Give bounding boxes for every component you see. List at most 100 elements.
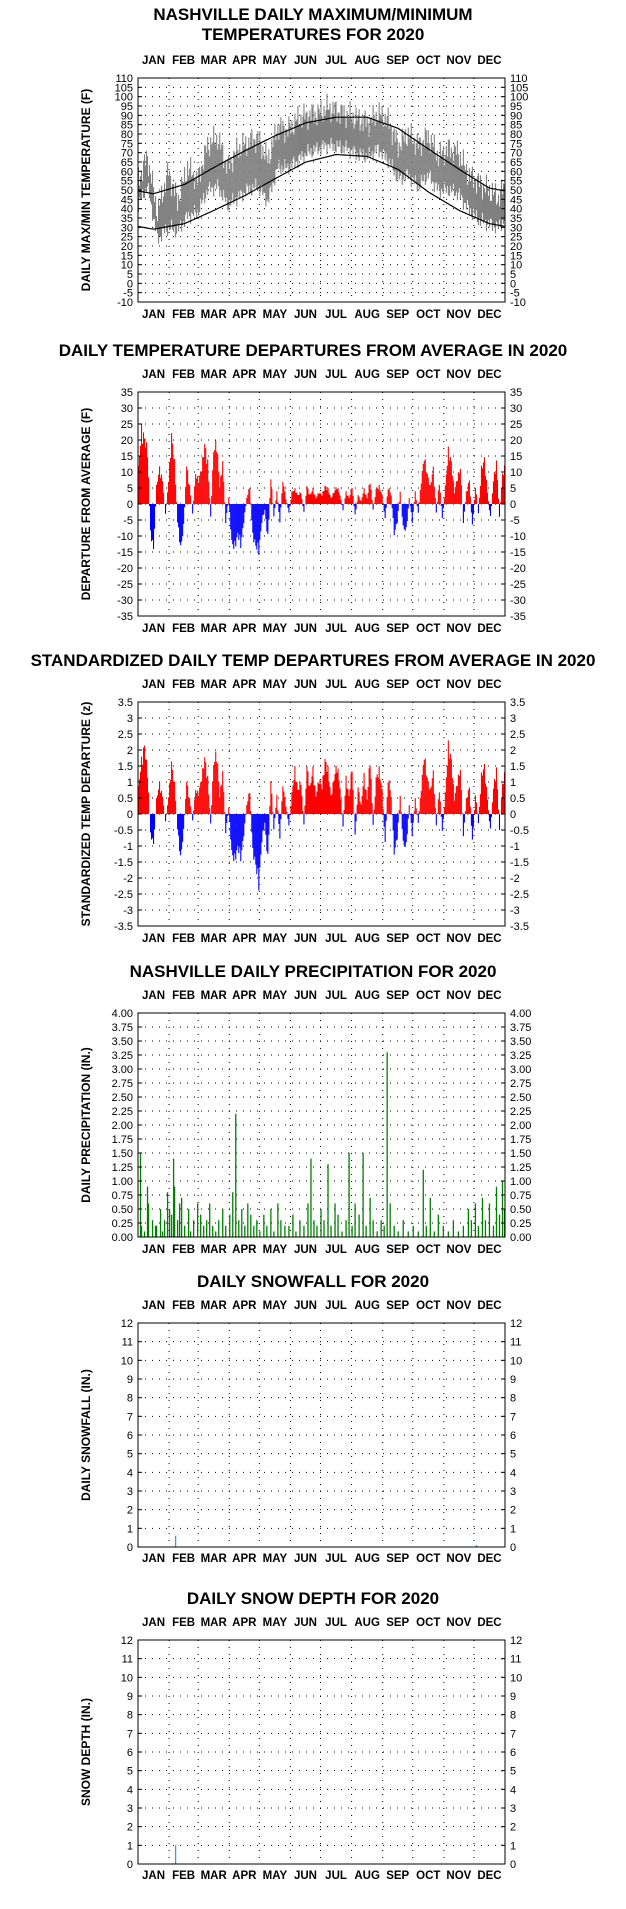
y-tick-label-right: 100 [510, 92, 528, 104]
y-tick-label-left: 0 [127, 809, 133, 821]
month-label-bottom: DEC [477, 933, 501, 945]
y-axis-label: SNOW DEPTH (IN.) [79, 1698, 93, 1806]
month-label-bottom: NOV [446, 623, 471, 635]
y-tick-label-left: 40 [121, 204, 133, 216]
y-axis-label: DAILY MAX/MIN TEMPERATURE (F) [79, 89, 93, 291]
y-tick-label-right: 35 [510, 213, 522, 225]
month-label-bottom: FEB [172, 623, 195, 635]
y-tick-label-left: -3 [123, 905, 133, 917]
y-tick-label-left: 1.25 [112, 1162, 133, 1174]
y-tick-label-right: 3.25 [510, 1050, 531, 1062]
month-label-bottom: AUG [354, 1244, 380, 1256]
month-label-bottom: DEC [477, 1244, 501, 1256]
chart-3: STANDARDIZED DAILY TEMP DEPARTURES FROM … [31, 651, 596, 945]
y-tick-label-right: 4.00 [510, 1008, 531, 1020]
y-tick-label-left: -1.5 [114, 857, 133, 869]
y-tick-label-right: -2.5 [510, 889, 529, 901]
y-tick-label-right: 5 [510, 269, 516, 281]
chart-title: DAILY SNOWFALL FOR 2020 [197, 1272, 429, 1291]
y-tick-label-left: 85 [121, 120, 133, 132]
y-tick-label-left: 2 [127, 745, 133, 757]
y-axis-label: DAILY PRECIPITATION (IN.) [79, 1047, 93, 1203]
y-tick-label-left: 70 [121, 148, 133, 160]
y-tick-label-left: 55 [121, 176, 133, 188]
normal-low-line [138, 153, 505, 230]
y-tick-label-right: 10 [510, 1672, 522, 1684]
month-label-bottom: APR [232, 1870, 257, 1882]
y-tick-label-right: 25 [510, 419, 522, 431]
y-tick-label-right: -3 [510, 905, 520, 917]
month-label-bottom: JUL [325, 309, 347, 321]
month-label-top: NOV [446, 1617, 471, 1629]
plot-frame [137, 1012, 506, 1238]
y-tick-label-left: 6 [127, 1747, 133, 1759]
y-tick-label-left: 1 [127, 1840, 133, 1852]
y-tick-label-left: 9 [127, 1374, 133, 1386]
month-label-top: OCT [416, 679, 440, 691]
month-label-bottom: JUL [325, 1553, 347, 1565]
y-tick-label-left: 1.5 [118, 761, 133, 773]
month-label-top: JAN [142, 679, 165, 691]
month-label-top: JUL [325, 1617, 347, 1629]
month-label-top: SEP [386, 1300, 409, 1312]
chart-title: STANDARDIZED DAILY TEMP DEPARTURES FROM … [31, 651, 596, 670]
y-tick-label-right: 3 [510, 713, 516, 725]
month-label-top: OCT [416, 990, 440, 1002]
month-label-top: JAN [142, 1617, 165, 1629]
month-label-top: APR [232, 990, 257, 1002]
y-tick-label-right: 11 [510, 1654, 521, 1666]
month-label-top: JAN [142, 369, 165, 381]
y-tick-label-right: 1 [510, 1523, 516, 1535]
month-label-top: MAY [263, 679, 288, 691]
y-tick-label-left: 15 [121, 451, 133, 463]
y-tick-label-right: 7 [510, 1411, 516, 1423]
month-label-bottom: OCT [416, 1553, 440, 1565]
normal-high-line [138, 116, 505, 195]
y-tick-label-right: 20 [510, 435, 522, 447]
y-tick-label-right: 9 [510, 1374, 516, 1386]
y-tick-label-left: 5 [127, 1449, 133, 1461]
month-label-top: JAN [142, 1300, 165, 1312]
month-label-top: MAY [263, 990, 288, 1002]
y-tick-label-right: 0 [510, 499, 516, 511]
y-tick-label-right: 1.25 [510, 1162, 531, 1174]
month-label-top: MAR [201, 55, 228, 67]
month-label-top: MAR [201, 679, 228, 691]
y-tick-label-left: 5 [127, 1766, 133, 1778]
y-tick-label-left: 15 [121, 250, 133, 262]
y-tick-label-right: -2 [510, 873, 520, 885]
y-tick-label-left: 3.25 [112, 1050, 133, 1062]
month-label-bottom: MAR [201, 1244, 228, 1256]
month-label-top: NOV [446, 1300, 471, 1312]
month-label-bottom: NOV [446, 1870, 471, 1882]
y-tick-label-left: 10 [121, 260, 133, 272]
y-tick-label-left: 3 [127, 1803, 133, 1815]
data-marks [137, 740, 506, 891]
chart-5: DAILY SNOWFALL FOR 2020 DAILY SNOWFALL (I… [79, 1272, 522, 1565]
month-label-bottom: APR [232, 309, 257, 321]
month-label-top: JUL [325, 990, 347, 1002]
y-axis-label: DEPARTURE FROM AVERAGE (F) [79, 408, 93, 600]
month-label-top: MAY [263, 55, 288, 67]
chart-4: NASHVILLE DAILY PRECIPITATION FOR 2020 DA… [79, 962, 531, 1256]
y-tick-label-left: 2 [127, 1822, 133, 1834]
month-label-bottom: MAY [263, 933, 288, 945]
y-tick-label-right: 55 [510, 176, 522, 188]
y-tick-label-left: 105 [115, 82, 133, 94]
y-tick-label-left: 12 [121, 1635, 133, 1647]
month-label-top: SEP [386, 990, 409, 1002]
month-label-bottom: JAN [142, 1870, 165, 1882]
y-tick-label-left: 30 [121, 403, 133, 415]
y-tick-label-right: 15 [510, 451, 522, 463]
y-tick-label-right: 12 [510, 1635, 522, 1647]
y-tick-label-right: 6 [510, 1430, 516, 1442]
y-tick-label-left: -30 [117, 595, 133, 607]
month-label-top: JUL [325, 679, 347, 691]
month-label-bottom: JUN [294, 623, 317, 635]
y-tick-label-left: 2 [127, 1505, 133, 1517]
y-tick-label-right: 60 [510, 166, 522, 178]
y-tick-label-left: 3 [127, 713, 133, 725]
y-tick-label-right: 1 [510, 777, 516, 789]
month-label-bottom: FEB [172, 933, 195, 945]
